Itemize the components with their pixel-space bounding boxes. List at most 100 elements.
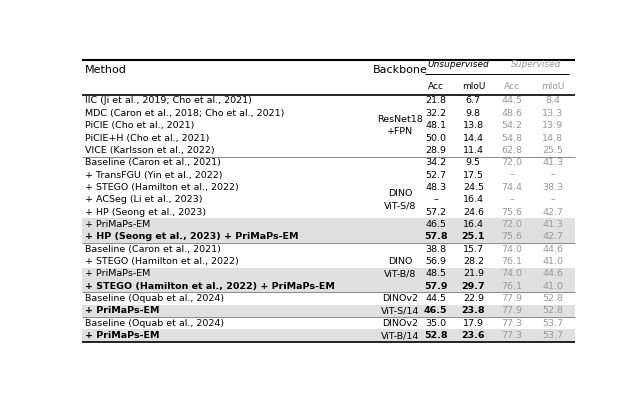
Bar bbox=[83, 305, 575, 317]
Text: VICE (Karlsson et al., 2022): VICE (Karlsson et al., 2022) bbox=[85, 146, 214, 155]
Text: 50.0: 50.0 bbox=[425, 133, 446, 143]
Text: 41.0: 41.0 bbox=[542, 257, 563, 266]
Text: 34.2: 34.2 bbox=[425, 158, 446, 167]
Text: 46.5: 46.5 bbox=[425, 220, 446, 229]
Text: 23.6: 23.6 bbox=[461, 331, 485, 340]
Text: Backbone: Backbone bbox=[372, 65, 428, 74]
Text: 72.0: 72.0 bbox=[501, 220, 522, 229]
Text: 28.9: 28.9 bbox=[425, 146, 446, 155]
Text: 77.9: 77.9 bbox=[501, 294, 522, 303]
Text: + PriMaPs-EM: + PriMaPs-EM bbox=[85, 269, 150, 278]
Text: mIoU: mIoU bbox=[541, 82, 564, 91]
Text: 52.8: 52.8 bbox=[424, 331, 447, 340]
Text: 74.0: 74.0 bbox=[501, 245, 522, 254]
Text: 52.8: 52.8 bbox=[542, 294, 563, 303]
Text: 74.0: 74.0 bbox=[501, 269, 522, 278]
Text: 48.1: 48.1 bbox=[425, 121, 446, 130]
Text: 54.2: 54.2 bbox=[501, 121, 522, 130]
Text: 48.6: 48.6 bbox=[501, 109, 522, 118]
Text: 48.3: 48.3 bbox=[425, 183, 446, 192]
Text: 14.4: 14.4 bbox=[463, 133, 484, 143]
Text: + HP (Seong et al., 2023) + PriMaPs-EM: + HP (Seong et al., 2023) + PriMaPs-EM bbox=[85, 232, 298, 241]
Text: 13.9: 13.9 bbox=[542, 121, 563, 130]
Text: 17.5: 17.5 bbox=[463, 171, 484, 179]
Text: –: – bbox=[509, 171, 514, 179]
Text: Acc: Acc bbox=[504, 82, 520, 91]
Text: Acc: Acc bbox=[428, 82, 444, 91]
Text: ResNet18
+FPN: ResNet18 +FPN bbox=[377, 115, 423, 136]
Text: mIoU: mIoU bbox=[461, 82, 485, 91]
Text: + PriMaPs-EM: + PriMaPs-EM bbox=[85, 220, 150, 229]
Text: Unsupervised: Unsupervised bbox=[428, 61, 489, 69]
Bar bbox=[83, 218, 575, 230]
Text: 13.3: 13.3 bbox=[542, 109, 563, 118]
Text: 23.8: 23.8 bbox=[461, 307, 485, 315]
Text: DINO
ViT-B/8: DINO ViT-B/8 bbox=[384, 257, 416, 278]
Text: 76.1: 76.1 bbox=[501, 282, 522, 291]
Text: 38.8: 38.8 bbox=[425, 245, 446, 254]
Text: 8.4: 8.4 bbox=[545, 97, 560, 105]
Text: 62.8: 62.8 bbox=[501, 146, 522, 155]
Text: PiCIE+H (Cho et al., 2021): PiCIE+H (Cho et al., 2021) bbox=[85, 133, 209, 143]
Bar bbox=[83, 329, 575, 342]
Text: 35.0: 35.0 bbox=[425, 319, 446, 328]
Text: –: – bbox=[433, 195, 438, 204]
Text: –: – bbox=[550, 195, 555, 204]
Text: 24.5: 24.5 bbox=[463, 183, 484, 192]
Text: Supervised: Supervised bbox=[511, 61, 561, 69]
Text: + ACSeg (Li et al., 2023): + ACSeg (Li et al., 2023) bbox=[85, 195, 202, 204]
Text: PiCIE (Cho et al., 2021): PiCIE (Cho et al., 2021) bbox=[85, 121, 195, 130]
Text: 32.2: 32.2 bbox=[425, 109, 446, 118]
Text: 25.1: 25.1 bbox=[461, 232, 485, 241]
Text: 57.8: 57.8 bbox=[424, 232, 447, 241]
Text: 9.8: 9.8 bbox=[466, 109, 481, 118]
Text: DINOv2
ViT-S/14: DINOv2 ViT-S/14 bbox=[381, 294, 419, 316]
Text: + STEGO (Hamilton et al., 2022): + STEGO (Hamilton et al., 2022) bbox=[85, 257, 239, 266]
Text: 16.4: 16.4 bbox=[463, 220, 484, 229]
Text: Baseline (Caron et al., 2021): Baseline (Caron et al., 2021) bbox=[85, 158, 221, 167]
Text: 46.5: 46.5 bbox=[424, 307, 447, 315]
Text: 24.6: 24.6 bbox=[463, 208, 484, 217]
Text: 14.8: 14.8 bbox=[542, 133, 563, 143]
Text: 44.5: 44.5 bbox=[501, 97, 522, 105]
Text: 53.7: 53.7 bbox=[542, 319, 563, 328]
Text: Baseline (Oquab et al., 2024): Baseline (Oquab et al., 2024) bbox=[85, 294, 224, 303]
Text: 41.3: 41.3 bbox=[542, 220, 563, 229]
Text: 56.9: 56.9 bbox=[425, 257, 446, 266]
Text: 77.3: 77.3 bbox=[501, 319, 522, 328]
Text: Baseline (Caron et al., 2021): Baseline (Caron et al., 2021) bbox=[85, 245, 221, 254]
Text: 38.3: 38.3 bbox=[542, 183, 563, 192]
Text: 41.0: 41.0 bbox=[542, 282, 563, 291]
Text: –: – bbox=[509, 195, 514, 204]
Text: Method: Method bbox=[85, 65, 127, 74]
Text: 25.5: 25.5 bbox=[542, 146, 563, 155]
Text: IIC (Ji et al., 2019; Cho et al., 2021): IIC (Ji et al., 2019; Cho et al., 2021) bbox=[85, 97, 252, 105]
Text: 41.3: 41.3 bbox=[542, 158, 563, 167]
Text: + HP (Seong et al., 2023): + HP (Seong et al., 2023) bbox=[85, 208, 206, 217]
Text: + PriMaPs-EM: + PriMaPs-EM bbox=[85, 307, 159, 315]
Text: 17.9: 17.9 bbox=[463, 319, 484, 328]
Text: 44.6: 44.6 bbox=[542, 245, 563, 254]
Text: 44.6: 44.6 bbox=[542, 269, 563, 278]
Text: 57.9: 57.9 bbox=[424, 282, 447, 291]
Text: 9.5: 9.5 bbox=[466, 158, 481, 167]
Text: 22.9: 22.9 bbox=[463, 294, 484, 303]
Text: 54.8: 54.8 bbox=[501, 133, 522, 143]
Text: + PriMaPs-EM: + PriMaPs-EM bbox=[85, 331, 159, 340]
Text: DINO
ViT-S/8: DINO ViT-S/8 bbox=[384, 189, 416, 211]
Bar bbox=[83, 230, 575, 243]
Text: 57.2: 57.2 bbox=[425, 208, 446, 217]
Text: 77.3: 77.3 bbox=[501, 331, 522, 340]
Text: 72.0: 72.0 bbox=[501, 158, 522, 167]
Text: 74.4: 74.4 bbox=[501, 183, 522, 192]
Text: 15.7: 15.7 bbox=[463, 245, 484, 254]
Text: 13.8: 13.8 bbox=[463, 121, 484, 130]
Text: 53.7: 53.7 bbox=[542, 331, 563, 340]
Text: 42.7: 42.7 bbox=[542, 232, 563, 241]
Text: 52.8: 52.8 bbox=[542, 307, 563, 315]
Bar bbox=[83, 280, 575, 292]
Bar bbox=[83, 268, 575, 280]
Text: 77.9: 77.9 bbox=[501, 307, 522, 315]
Text: 52.7: 52.7 bbox=[425, 171, 446, 179]
Text: Baseline (Oquab et al., 2024): Baseline (Oquab et al., 2024) bbox=[85, 319, 224, 328]
